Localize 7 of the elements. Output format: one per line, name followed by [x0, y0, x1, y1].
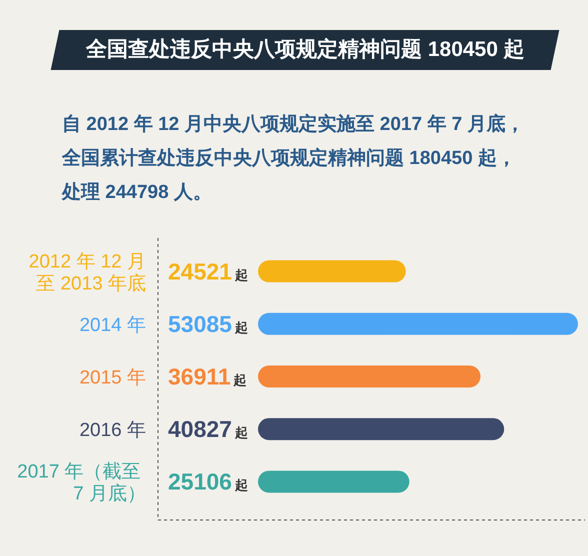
chart-title: 全国查处违反中央八项规定精神问题 180450 起 [86, 36, 524, 63]
y-tick-label: 2016 年 [79, 420, 146, 442]
chart-subtitle: 自 2012 年 12 月中央八项规定实施至 2017 年 7 月底，全国累计查处违反中央八项规定精神问题 180450 起，处理 244798 人。 [62, 112, 526, 205]
y-tick-label: 2015 年 [79, 368, 146, 388]
y-tick-label: 2012 年 12 月至 2013 年底 [28, 251, 146, 294]
y-tick-label: 2014 年 [79, 314, 146, 336]
y-tick-label: 2017 年（截至 7 月底） [17, 462, 146, 505]
